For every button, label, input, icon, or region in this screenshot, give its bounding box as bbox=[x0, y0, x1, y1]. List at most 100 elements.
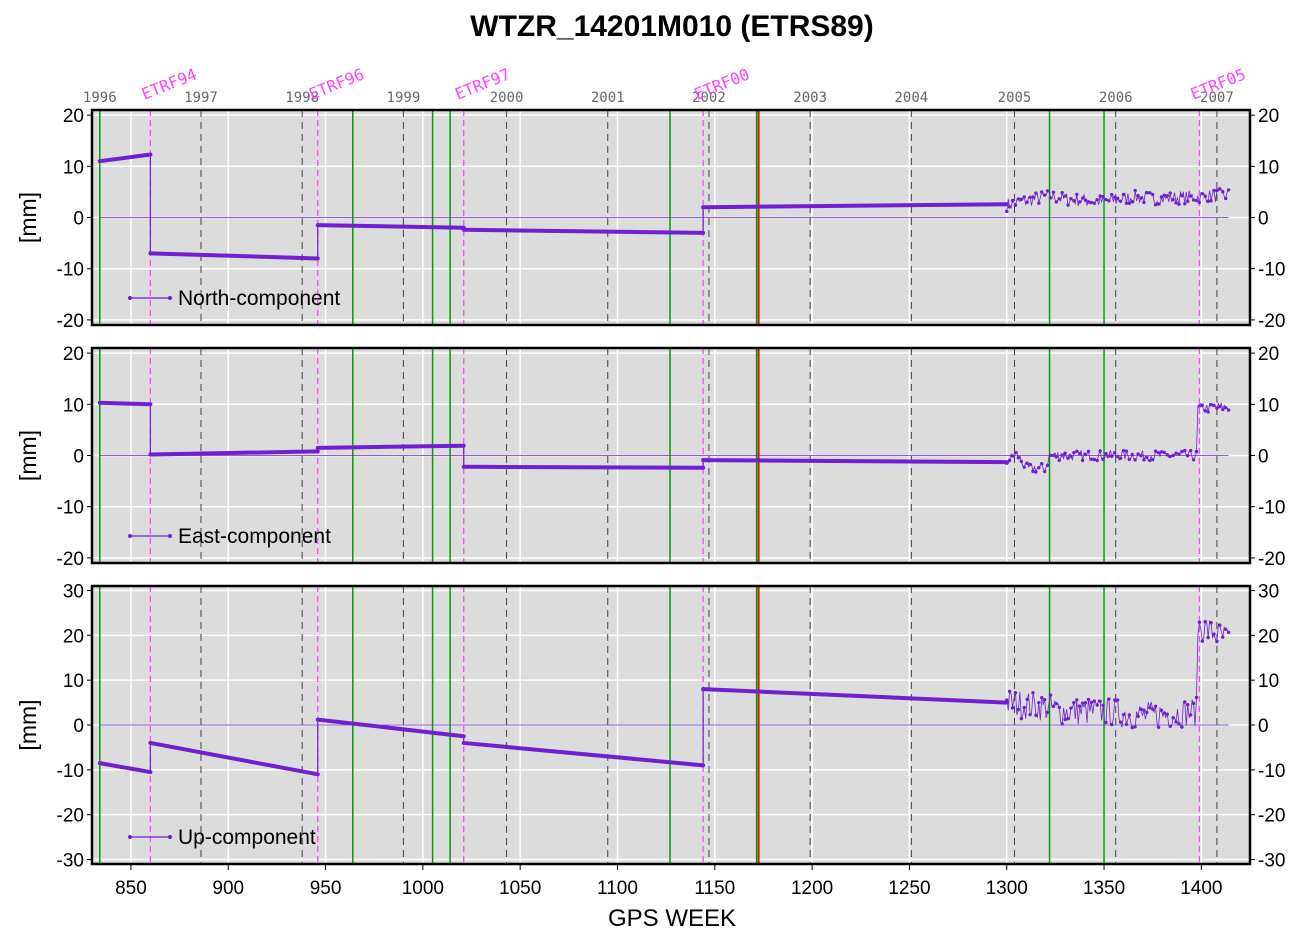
series-segment bbox=[461, 227, 706, 235]
data-point bbox=[1010, 198, 1015, 203]
data-point bbox=[1186, 199, 1190, 204]
year-label: 2004 bbox=[894, 90, 928, 106]
data-point bbox=[1127, 201, 1132, 205]
y-axis-label: [mm] bbox=[15, 699, 41, 750]
y-tick-label-right: 0 bbox=[1258, 209, 1269, 230]
data-point bbox=[1124, 449, 1129, 453]
x-axis-label: GPS WEEK bbox=[608, 905, 736, 932]
data-point bbox=[1168, 454, 1172, 459]
data-point bbox=[1080, 701, 1085, 705]
data-point bbox=[1113, 450, 1117, 455]
data-point bbox=[1115, 196, 1120, 201]
data-point bbox=[1057, 705, 1061, 710]
data-point bbox=[1194, 695, 1199, 700]
data-point bbox=[1034, 191, 1038, 195]
data-point bbox=[1118, 720, 1123, 724]
data-point bbox=[1156, 725, 1161, 729]
series-segment bbox=[315, 717, 466, 739]
x-tick-label: 1250 bbox=[888, 878, 930, 899]
data-point bbox=[1183, 201, 1187, 206]
series-segment bbox=[148, 251, 320, 261]
data-point bbox=[1013, 691, 1018, 695]
data-point bbox=[1162, 711, 1167, 715]
data-point bbox=[1188, 713, 1193, 717]
data-point bbox=[1183, 700, 1187, 704]
data-point bbox=[1063, 194, 1067, 198]
data-point bbox=[1080, 458, 1085, 463]
data-point bbox=[1124, 722, 1129, 727]
data-point bbox=[1223, 196, 1228, 201]
data-point bbox=[1142, 200, 1146, 205]
legend-marker bbox=[128, 296, 132, 300]
data-point bbox=[1110, 454, 1114, 458]
y-tick-label-right: 20 bbox=[1258, 106, 1279, 127]
data-point bbox=[1095, 197, 1099, 202]
data-point bbox=[1051, 453, 1056, 458]
data-point bbox=[1124, 201, 1129, 205]
data-point bbox=[1048, 196, 1053, 200]
data-point bbox=[1150, 457, 1155, 462]
data-point bbox=[1148, 706, 1152, 710]
data-point bbox=[1040, 190, 1044, 194]
data-point bbox=[1086, 200, 1091, 204]
y-tick-label-left: 20 bbox=[63, 626, 84, 647]
data-point bbox=[1191, 198, 1196, 202]
data-point bbox=[1022, 195, 1026, 199]
data-point bbox=[1054, 455, 1059, 459]
x-tick-label: 950 bbox=[310, 878, 342, 899]
data-point bbox=[1063, 717, 1067, 722]
data-point bbox=[1148, 458, 1152, 463]
data-point bbox=[1153, 203, 1158, 207]
series-segment bbox=[701, 687, 1009, 705]
y-tick-label-right: -10 bbox=[1258, 260, 1285, 281]
x-tick-label: 1150 bbox=[694, 878, 735, 899]
data-point bbox=[1083, 452, 1088, 457]
data-point bbox=[1209, 403, 1213, 407]
data-point bbox=[1153, 704, 1158, 709]
panel-east-component: 20 20 10 10 0 0 -10 -10 -20 -20 [mm] East-component bbox=[15, 344, 1285, 570]
y-tick-label-left: 0 bbox=[73, 209, 84, 230]
data-point bbox=[1016, 707, 1021, 712]
series-segment bbox=[461, 740, 706, 768]
data-point bbox=[1139, 453, 1143, 458]
data-point bbox=[1034, 470, 1038, 474]
y-axis-label: [mm] bbox=[15, 192, 41, 243]
data-point bbox=[1115, 454, 1120, 459]
data-point bbox=[1127, 457, 1132, 462]
data-point bbox=[1104, 197, 1108, 202]
data-point bbox=[1121, 448, 1126, 453]
data-point bbox=[1025, 461, 1029, 465]
series-segment bbox=[148, 740, 320, 777]
data-point bbox=[1194, 449, 1199, 454]
data-point bbox=[1215, 639, 1219, 644]
data-point bbox=[1092, 201, 1097, 205]
data-point bbox=[1101, 457, 1105, 461]
year-label: 1999 bbox=[387, 90, 421, 106]
y-tick-label-left: 20 bbox=[63, 344, 84, 365]
data-point bbox=[1203, 194, 1207, 198]
data-point bbox=[1037, 466, 1041, 470]
data-point bbox=[1028, 712, 1032, 717]
series-segment bbox=[97, 152, 153, 164]
y-tick-label-right: -20 bbox=[1258, 311, 1285, 332]
y-tick-label-left: 20 bbox=[63, 106, 84, 127]
data-point bbox=[1110, 192, 1114, 197]
data-point bbox=[1069, 454, 1073, 458]
data-point bbox=[1031, 691, 1035, 695]
data-point bbox=[1089, 700, 1094, 704]
y-tick-label-left: -20 bbox=[57, 311, 84, 332]
data-point bbox=[1142, 708, 1146, 712]
y-tick-label-right: 20 bbox=[1258, 626, 1279, 647]
data-point bbox=[1218, 404, 1222, 409]
y-tick-label-left: 30 bbox=[63, 581, 84, 602]
data-point bbox=[1016, 197, 1021, 201]
legend-label: North-component bbox=[178, 287, 340, 310]
x-tick-label: 900 bbox=[212, 878, 244, 899]
panels: 20 20 10 10 0 0 -10 -10 -20 -20 [mm] North-componen… bbox=[15, 106, 1285, 871]
data-point bbox=[1130, 452, 1134, 457]
data-point bbox=[1206, 635, 1210, 640]
y-tick-label-left: -10 bbox=[57, 260, 84, 281]
data-point bbox=[1221, 190, 1225, 194]
data-point bbox=[1092, 457, 1097, 462]
data-point bbox=[1042, 698, 1047, 702]
